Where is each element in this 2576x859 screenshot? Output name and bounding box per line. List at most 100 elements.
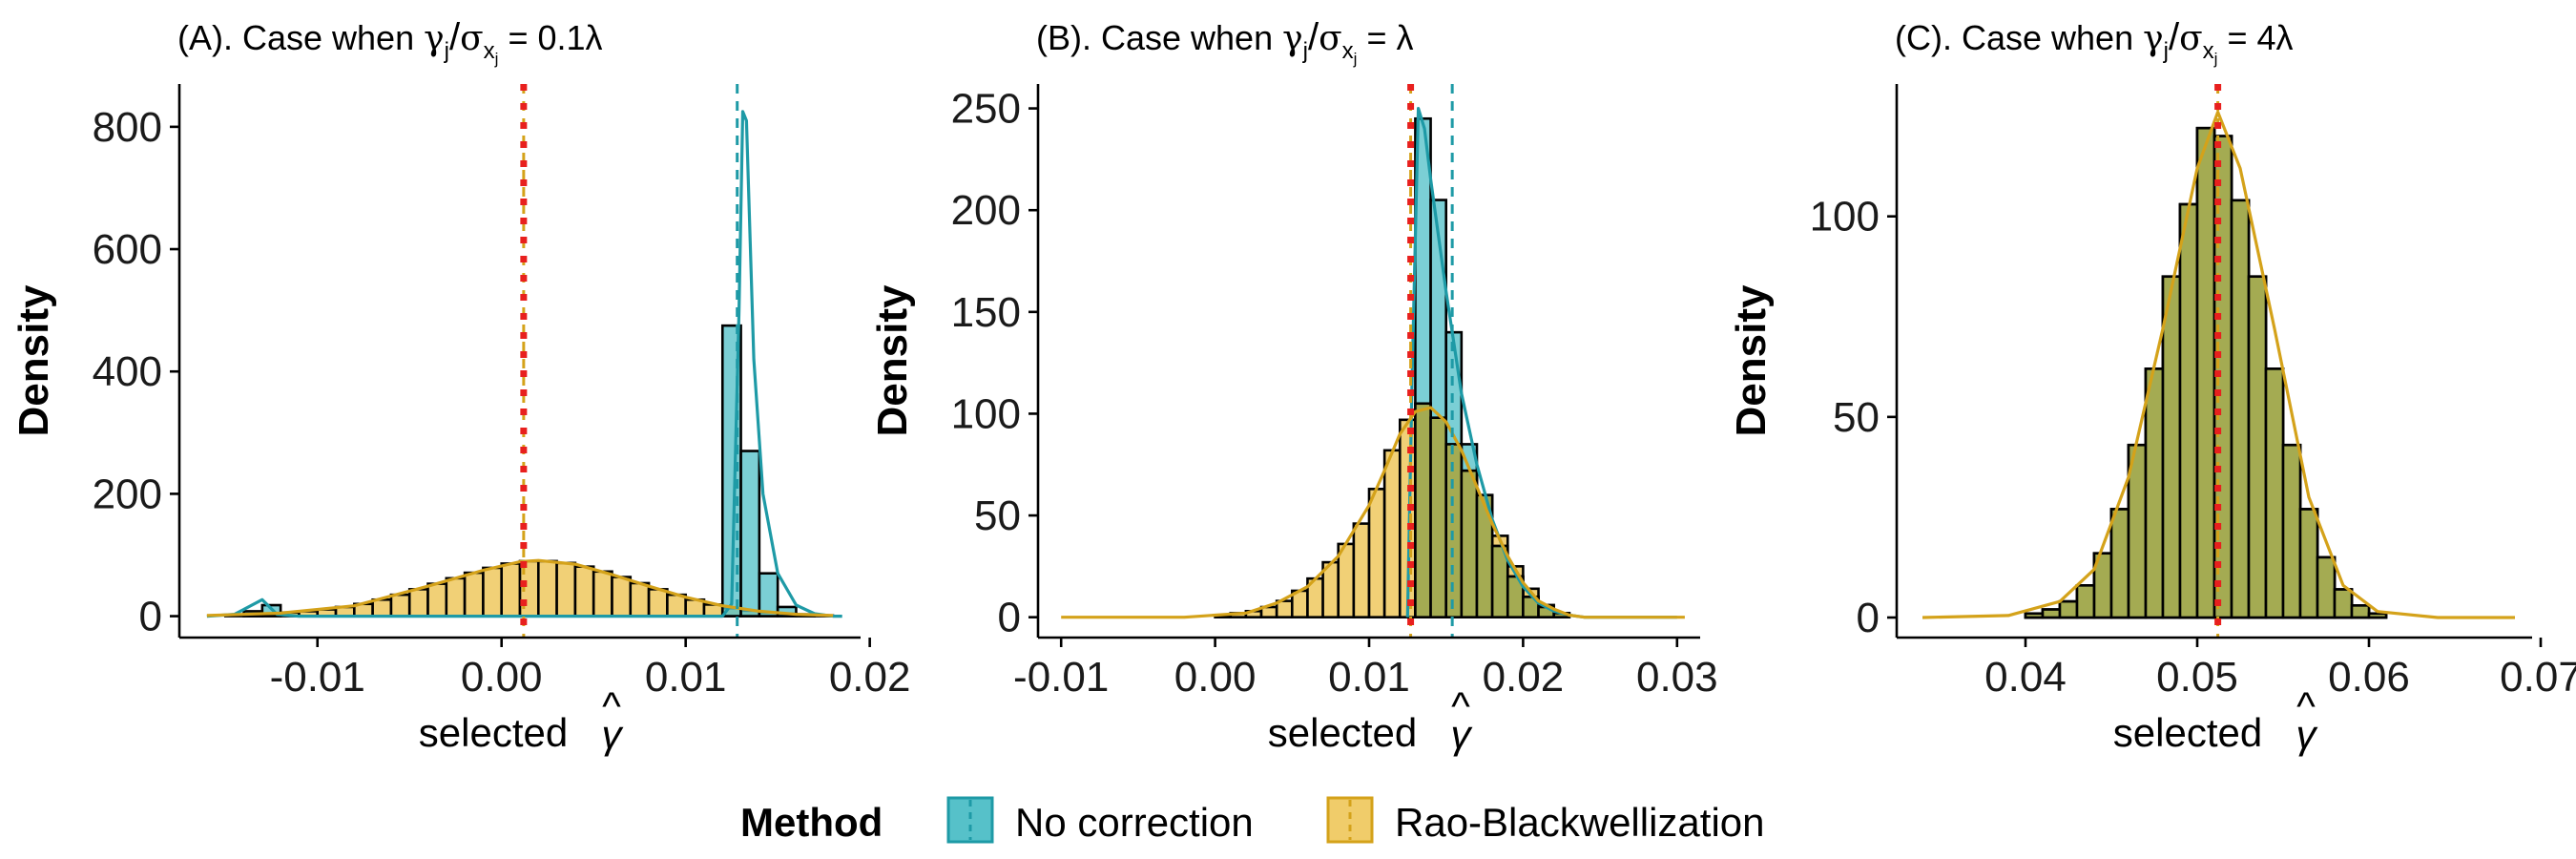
rao-bar [536, 559, 558, 618]
x-axis-label: selected [419, 710, 568, 755]
rao-bar [555, 561, 577, 618]
legend: Method No correction Rao-Blackwellization [740, 796, 1765, 845]
panel-title-prefix: (A). Case when [177, 18, 424, 57]
rao-bar [1382, 449, 1402, 618]
rao-density [1922, 110, 2515, 619]
y-tick-label: 400 [93, 348, 162, 395]
legend-key-no-correction [946, 796, 994, 844]
rao-bar [629, 581, 651, 618]
x-tick-label: 0.01 [645, 654, 727, 701]
panel-title: (A). Case when γj/σxj = 0.1λ [177, 16, 603, 68]
overlap-bar [2281, 443, 2302, 619]
overlap-bar [2024, 612, 2045, 619]
y-tick-label: 50 [1833, 394, 1880, 441]
x-tick-label: 0.02 [1483, 654, 1565, 701]
overlap-bar [2316, 555, 2337, 619]
rao-bar [407, 588, 429, 618]
y-tick-label: 0 [998, 595, 1021, 641]
rao-bar [611, 576, 633, 618]
rao-bar [573, 565, 595, 618]
gamma-hat-symbol: γ [1451, 712, 1473, 757]
overlap-bar [2195, 126, 2216, 619]
panel-title-suffix: = 0.1λ [498, 18, 602, 57]
rao-bar [500, 562, 522, 618]
no-correction-bar [739, 450, 761, 618]
x-tick-label: 0.06 [2328, 654, 2410, 701]
y-tick-label: 200 [951, 187, 1021, 234]
panel-title-prefix: (C). Case when [1895, 18, 2143, 57]
panel-b: (B). Case when γj/σxj = λ 0 50 100 150 200 250… [869, 16, 1718, 757]
panel-c: (C). Case when γj/σxj = 4λ 0 50 100 0.04 0.05… [1728, 16, 2576, 757]
rao-bar [426, 582, 448, 618]
overlap-bar [1429, 416, 1447, 618]
panel-title-suffix: = 4λ [2217, 18, 2293, 57]
panels: (A). Case when γj/σxj = 0.1λ 0 200 400 600 80… [10, 16, 2576, 757]
x-tick-label: 0.00 [1174, 654, 1257, 701]
gamma-hat-symbol: γ [602, 712, 624, 757]
rao-bar [482, 566, 504, 618]
x-tick-label: -0.01 [1013, 654, 1109, 701]
y-tick-label: 800 [93, 104, 162, 151]
overlap-bar [2247, 275, 2268, 619]
x-tick-label: 0.05 [2156, 654, 2238, 701]
overlap-bar [2298, 508, 2319, 619]
rao-bar [463, 571, 485, 618]
y-axis-label: Density [1728, 284, 1775, 436]
x-tick-label: 0.03 [1636, 654, 1718, 701]
rao-bar [666, 593, 687, 618]
y-axis-label: Density [10, 284, 57, 436]
x-tick-label: 0.01 [1328, 654, 1410, 701]
gamma-hat-symbol: γ [2296, 712, 2318, 757]
y-tick-label: 0 [139, 594, 162, 640]
y-tick-label: 50 [974, 492, 1021, 539]
rao-bar [389, 593, 411, 618]
overlap-histogram [1414, 402, 1571, 618]
overlap-bar [2333, 588, 2354, 619]
rao-bar [1367, 488, 1386, 618]
no-correction-bar [758, 572, 779, 618]
rao-bar [371, 597, 393, 618]
panel-title: (B). Case when γj/σxj = λ [1036, 16, 1413, 68]
overlap-bar [1444, 443, 1464, 618]
rao-bar [592, 570, 613, 618]
rao-density [206, 558, 834, 618]
overlap-bar [2075, 584, 2096, 619]
overlap-bar [2230, 199, 2251, 619]
overlap-bar [2367, 612, 2388, 619]
panel-title-suffix: = λ [1357, 18, 1413, 57]
overlap-bar [2144, 367, 2165, 619]
y-tick-label: 100 [951, 390, 1021, 437]
y-tick-label: 150 [951, 289, 1021, 336]
overlap-histogram [2024, 126, 2388, 619]
overlap-bar [2041, 608, 2062, 619]
x-tick-label: 0.00 [461, 654, 543, 701]
legend-label-no-correction: No correction [1015, 800, 1254, 845]
x-tick-label: 0.04 [1984, 654, 2067, 701]
panel-a: (A). Case when γj/σxj = 0.1λ 0 200 400 600 80… [10, 16, 910, 757]
y-tick-label: 250 [951, 86, 1021, 133]
x-tick-label: 0.07 [2500, 654, 2576, 701]
overlap-bar [2109, 508, 2130, 619]
overlap-bar [2350, 604, 2371, 619]
x-axis-label: selected [2113, 710, 2262, 755]
legend-label-rao: Rao-Blackwellization [1395, 800, 1765, 845]
hat-accent: ^ [1451, 683, 1470, 728]
y-tick-label: 600 [93, 226, 162, 273]
overlap-bar [1460, 469, 1479, 618]
hat-accent: ^ [2296, 683, 2316, 728]
rao-density [1061, 406, 1685, 619]
y-tick-label: 100 [1810, 194, 1880, 241]
panel-title: (C). Case when γj/σxj = 4λ [1895, 16, 2294, 68]
y-tick-label: 0 [1857, 595, 1880, 641]
overlap-bar [2264, 367, 2285, 619]
y-axis-label: Density [869, 284, 916, 436]
hat-accent: ^ [602, 683, 621, 728]
overlap-bar [2161, 275, 2182, 619]
overlap-bar [2178, 202, 2199, 619]
y-tick-label: 200 [93, 471, 162, 517]
x-tick-label: 0.02 [829, 654, 911, 701]
rao-bar [1352, 522, 1371, 618]
legend-title: Method [740, 800, 883, 845]
rao-bar [647, 588, 669, 618]
